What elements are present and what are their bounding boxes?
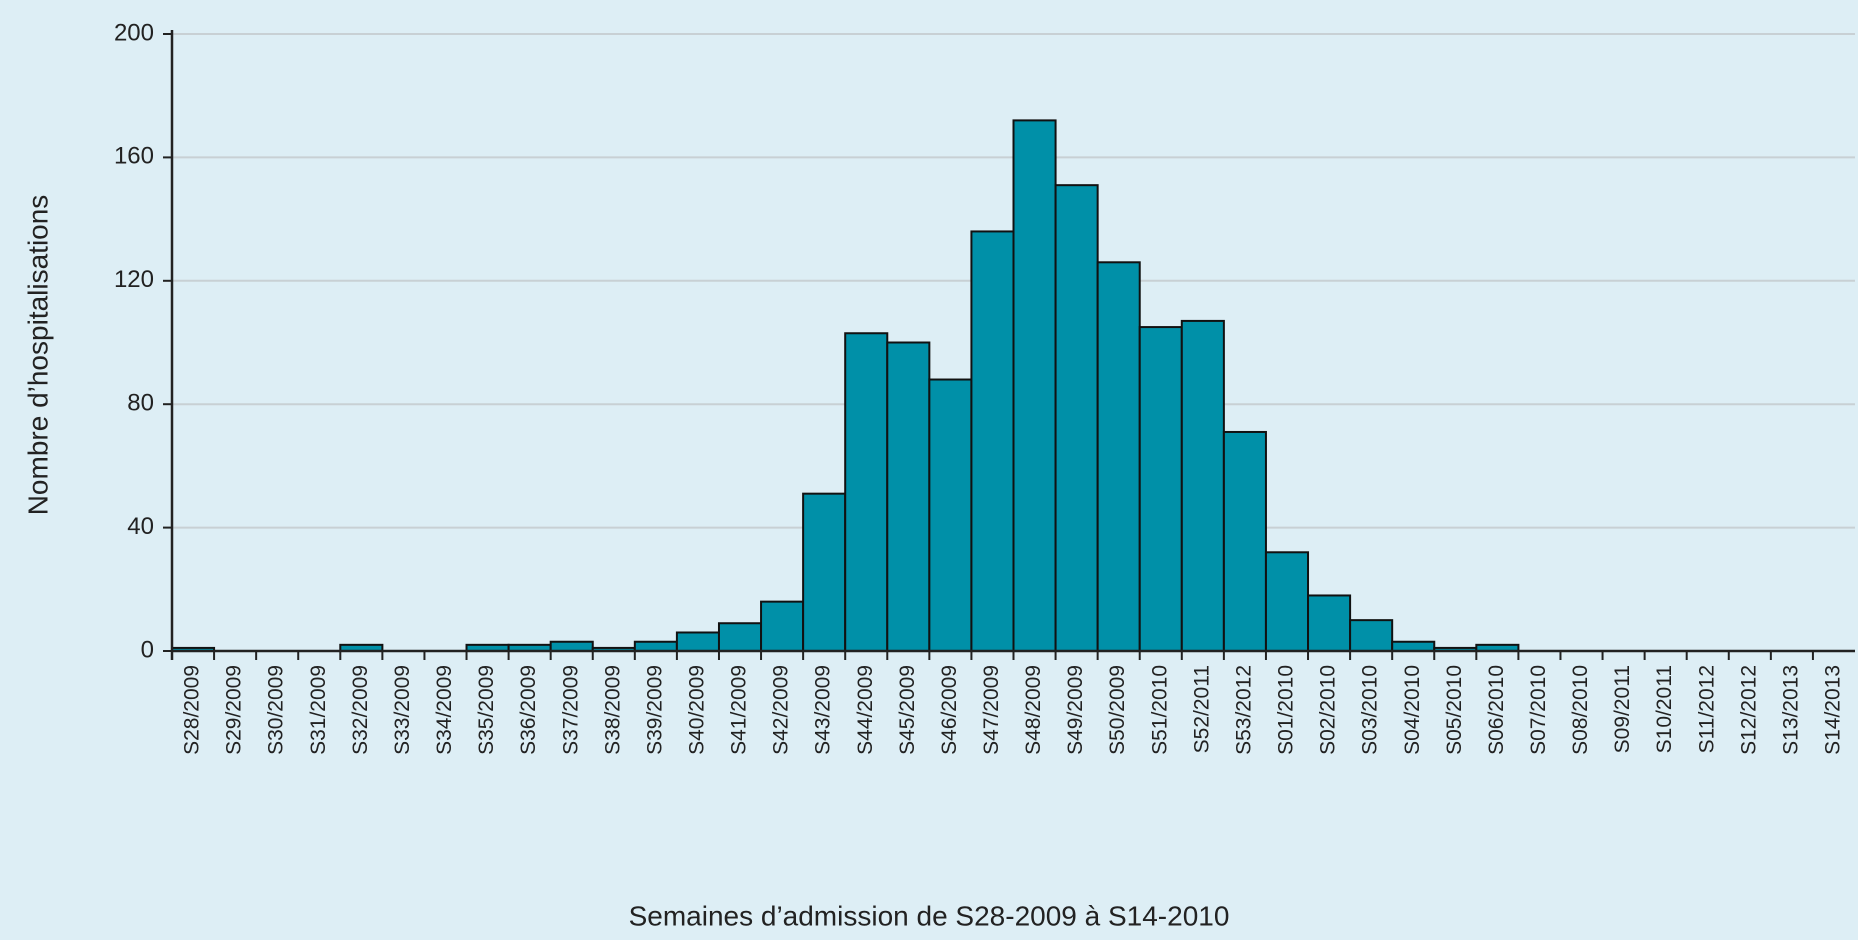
x-tick-label: S44/2009 [854,665,877,755]
bar [970,230,1015,652]
y-tick-label: 160 [114,143,154,170]
x-tick-label: S12/2012 [1737,665,1760,755]
x-tick-label: S04/2010 [1401,665,1424,755]
y-tick-label: 0 [141,636,154,663]
x-tick-label: S08/2010 [1569,665,1592,755]
x-tick-label: S41/2009 [728,665,751,755]
x-tick-label: S49/2009 [1064,665,1087,755]
x-tick-label: S37/2009 [559,665,582,755]
x-tick-label: S31/2009 [307,665,330,755]
bar [886,341,931,652]
x-tick-label: S30/2009 [265,665,288,755]
y-tick-label: 120 [114,266,154,293]
bar [1391,640,1436,652]
bar [760,600,805,653]
x-tick-label: S40/2009 [685,665,708,755]
x-tick-label: S33/2009 [391,665,414,755]
x-tick-label: S34/2009 [433,665,456,755]
x-tick-label: S13/2013 [1779,665,1802,755]
x-tick-label: S47/2009 [980,665,1003,755]
bar [1180,319,1225,652]
x-tick-label: S07/2010 [1527,665,1550,755]
x-tick-label: S06/2010 [1485,665,1508,755]
x-tick-label: S29/2009 [223,665,246,755]
y-tick-label: 80 [127,390,154,417]
x-tick-label: S28/2009 [181,665,204,755]
x-tick-label: S36/2009 [517,665,540,755]
bar [1222,430,1267,652]
y-tick-label: 40 [127,513,154,540]
y-tick-label: 200 [114,19,154,46]
bar [1096,261,1141,652]
x-tick-label: S53/2012 [1232,665,1255,755]
x-tick-label: S42/2009 [770,665,793,755]
y-axis-title: Nombre d’hospitalisations [22,195,53,516]
x-tick-label: S05/2010 [1443,665,1466,755]
bar [802,492,847,653]
bar [1012,119,1057,652]
x-tick-label: S14/2013 [1822,665,1845,755]
bar [928,378,973,652]
bar [844,332,889,652]
x-tick-label: S11/2012 [1695,665,1718,753]
x-tick-label: S46/2009 [938,665,961,755]
bar [717,622,763,652]
bar [1054,184,1099,652]
x-tick-label: S03/2010 [1359,665,1382,755]
x-tick-label: S45/2009 [896,665,919,755]
bar [675,631,720,652]
x-tick-label: S35/2009 [475,665,498,755]
bar [1138,326,1183,652]
x-tick-label: S51/2010 [1148,665,1171,755]
x-tick-label: S09/2011 [1611,665,1634,753]
x-tick-label: S32/2009 [349,665,372,755]
x-axis-title: Semaines d’admission de S28-2009 à S14-2… [629,900,1230,931]
x-tick-label: S48/2009 [1022,665,1045,755]
x-tick-label: S10/2011 [1653,665,1676,753]
bar [1264,551,1310,653]
x-tick-label: S43/2009 [812,665,835,755]
bar [633,640,678,652]
x-tick-label: S01/2010 [1275,665,1298,755]
bar [549,640,594,652]
bar [1307,594,1352,652]
x-tick-label: S02/2010 [1317,665,1340,755]
x-tick-label: S50/2009 [1106,665,1129,755]
x-tick-label: S52/2011 [1190,665,1213,753]
x-tick-label: S38/2009 [601,665,624,755]
x-tick-label: S39/2009 [643,665,666,755]
bar [1349,619,1394,653]
